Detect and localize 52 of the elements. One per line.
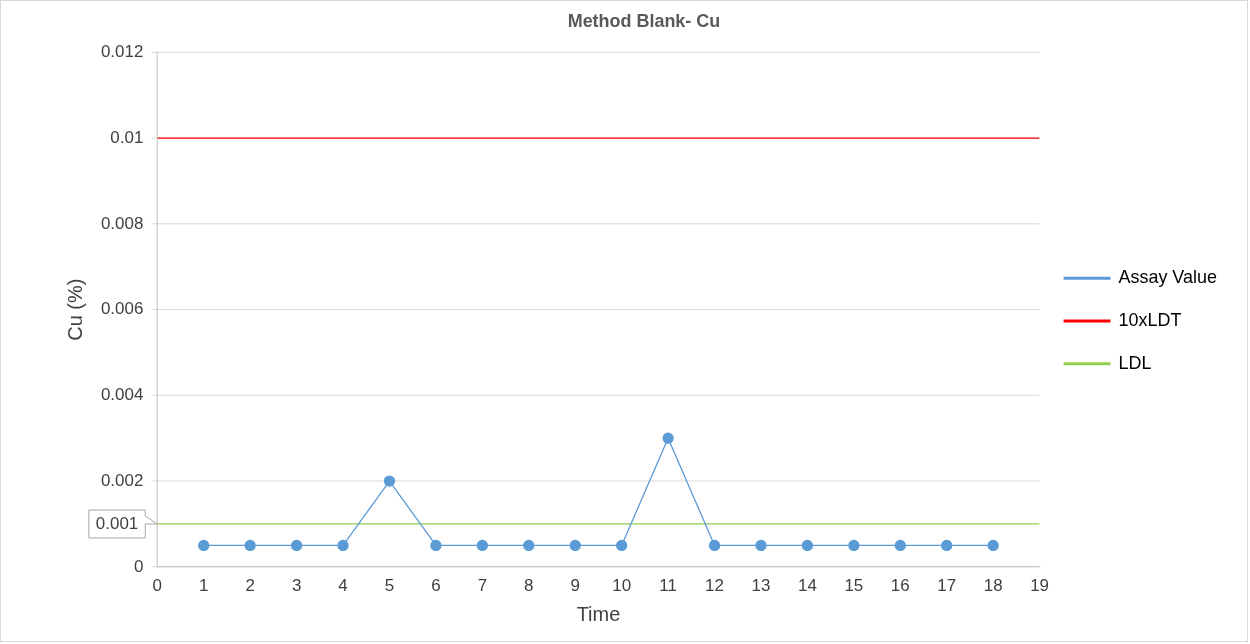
x-tick-label: 17 bbox=[937, 575, 957, 595]
x-tick-label: 14 bbox=[797, 575, 817, 595]
legend-label: LDL bbox=[1118, 352, 1152, 373]
point bbox=[755, 539, 767, 552]
y-axis-title: Cu (%) bbox=[64, 278, 87, 341]
x-tick-label: 4 bbox=[338, 575, 348, 595]
x-tick-label: 2 bbox=[245, 575, 255, 595]
point bbox=[290, 539, 303, 552]
y-tick-label: 0.01 bbox=[110, 127, 144, 147]
y-tick-label: 0.004 bbox=[100, 385, 144, 405]
point bbox=[569, 539, 581, 552]
annotation: 0.001 bbox=[95, 513, 139, 533]
x-tick-label: 8 bbox=[524, 575, 534, 595]
x-tick-label: 13 bbox=[751, 575, 771, 595]
point bbox=[244, 539, 256, 552]
x-tick-label: 16 bbox=[890, 575, 910, 595]
chart-title: Method Blank- Cu bbox=[567, 10, 721, 31]
point bbox=[941, 539, 953, 552]
point bbox=[848, 539, 860, 552]
x-tick-label: 11 bbox=[659, 575, 677, 595]
point bbox=[430, 539, 442, 552]
point bbox=[616, 539, 628, 552]
x-tick-label: 12 bbox=[705, 575, 724, 595]
y-tick-label: 0.002 bbox=[100, 470, 144, 490]
x-tick-label: 1 bbox=[199, 575, 209, 595]
x-tick-label: 15 bbox=[844, 575, 864, 595]
y-tick-label: 0.006 bbox=[100, 299, 144, 319]
point bbox=[801, 539, 814, 552]
x-tick-label: 7 bbox=[477, 575, 488, 595]
point bbox=[383, 475, 396, 487]
x-axis-title: Time bbox=[576, 602, 621, 625]
point bbox=[987, 539, 999, 552]
x-tick-label: 9 bbox=[570, 575, 580, 595]
x-tick-label: 0 bbox=[152, 575, 163, 595]
x-tick-label: 5 bbox=[384, 575, 395, 595]
y-tick-label: 0 bbox=[133, 556, 144, 576]
x-tick-label: 6 bbox=[431, 575, 441, 595]
y-tick-label: 0.012 bbox=[100, 42, 144, 62]
x-tick-label: 19 bbox=[1030, 575, 1050, 595]
y-tick-label: 0.008 bbox=[100, 213, 144, 233]
point bbox=[523, 539, 535, 552]
point bbox=[337, 539, 349, 552]
point bbox=[198, 539, 210, 552]
legend-label: 10xLDT bbox=[1118, 309, 1182, 330]
point bbox=[662, 432, 674, 444]
x-tick-label: 3 bbox=[291, 575, 302, 595]
point bbox=[708, 539, 721, 552]
x-tick-label: 18 bbox=[983, 575, 1003, 595]
point bbox=[476, 539, 488, 552]
x-tick-label: 10 bbox=[612, 575, 632, 595]
legend-label: Assay Value bbox=[1118, 267, 1217, 288]
point bbox=[894, 539, 906, 552]
